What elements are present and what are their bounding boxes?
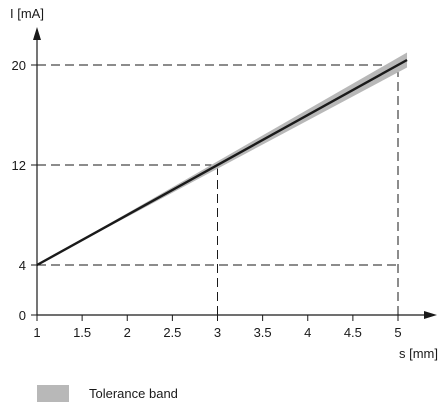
- x-tick-label: 3.5: [254, 325, 272, 340]
- y-tick-label: 12: [12, 158, 26, 173]
- legend-label-tolerance-band: Tolerance band: [89, 386, 178, 401]
- y-axis-arrow-icon: [33, 27, 41, 40]
- x-tick-label: 1: [33, 325, 40, 340]
- y-tick-label: 20: [12, 58, 26, 73]
- x-tick-label: 4: [304, 325, 311, 340]
- x-axis-arrow-icon: [424, 311, 437, 319]
- reference-lines: [37, 65, 398, 315]
- x-ticks: 1 1.5 2 2.5 3 3.5 4 4.5 5: [33, 315, 401, 340]
- x-tick-label: 2: [124, 325, 131, 340]
- series-line: [37, 60, 407, 265]
- y-tick-label: 0: [19, 308, 26, 323]
- series-layer: [37, 60, 407, 265]
- y-tick-label: 4: [19, 258, 26, 273]
- legend-swatch-tolerance-band: [37, 385, 69, 402]
- x-tick-label: 4.5: [344, 325, 362, 340]
- y-axis-title: I [mA]: [10, 6, 44, 21]
- x-tick-label: 1.5: [73, 325, 91, 340]
- x-tick-label: 3: [214, 325, 221, 340]
- y-ticks: 0 4 12 20: [12, 58, 37, 323]
- legend: Tolerance band: [37, 385, 178, 402]
- x-tick-label: 2.5: [163, 325, 181, 340]
- x-tick-label: 5: [394, 325, 401, 340]
- x-axis-title: s [mm]: [399, 346, 438, 361]
